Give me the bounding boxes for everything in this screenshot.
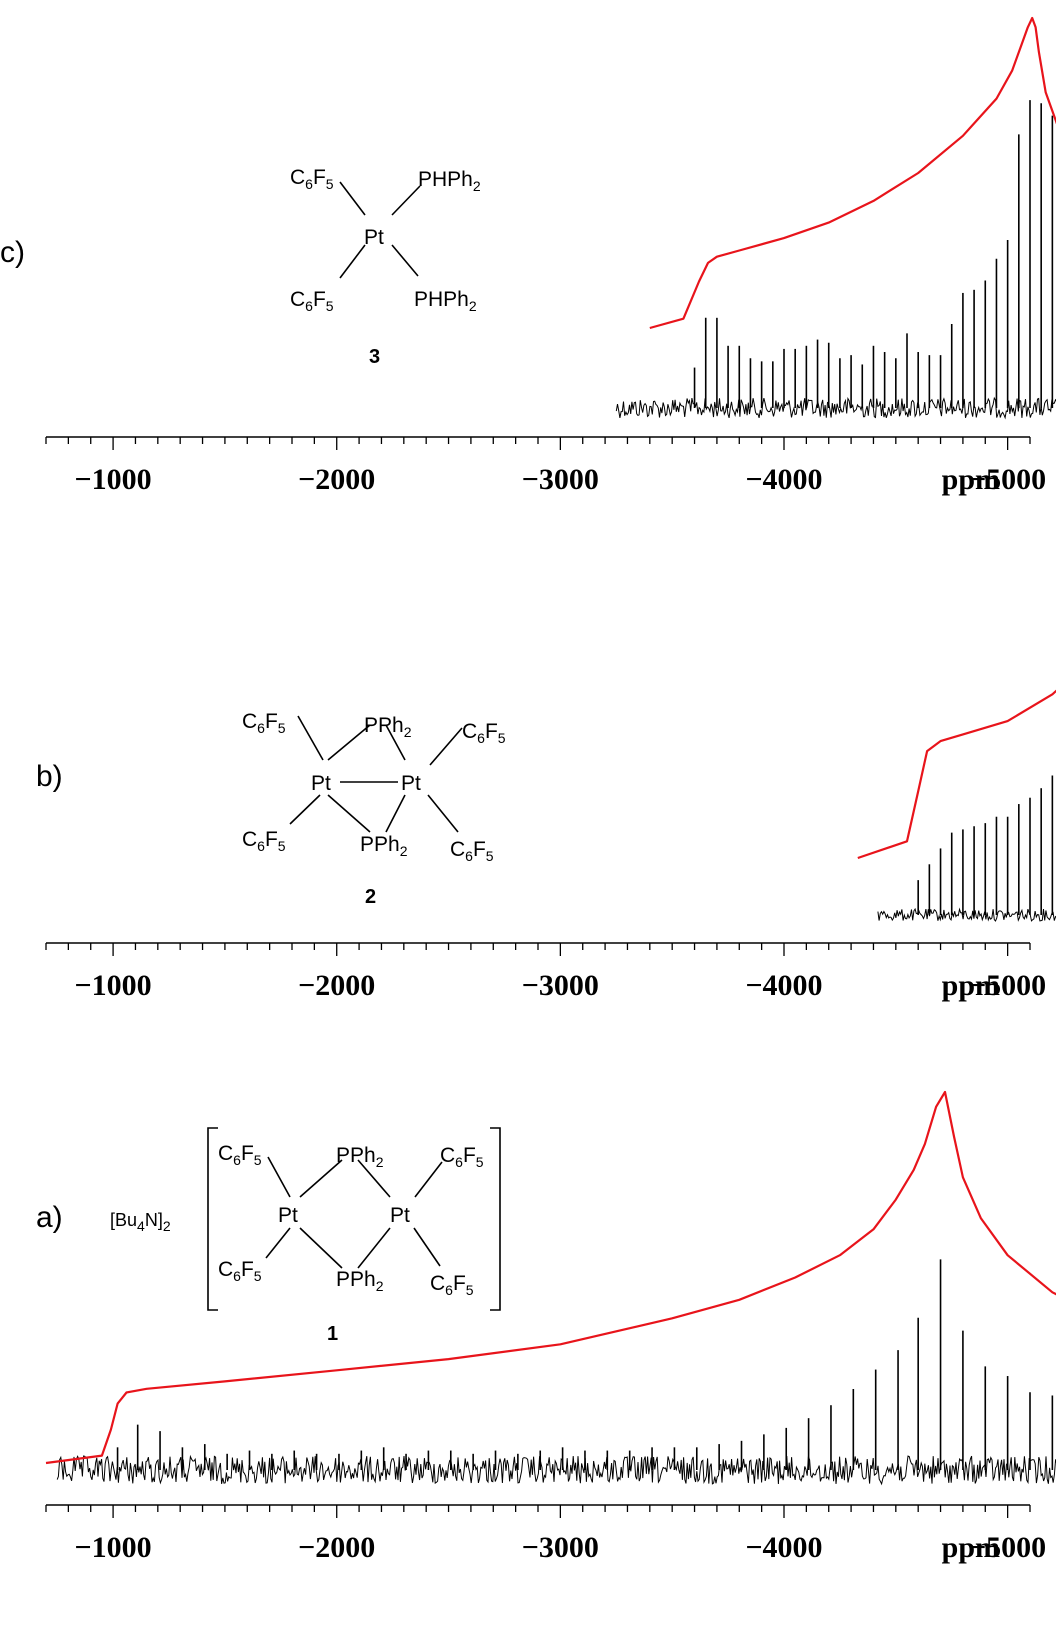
- bond: [267, 1156, 291, 1198]
- pt-atom: Pt: [311, 772, 331, 795]
- axis-unit-label: ppm: [942, 969, 1000, 1002]
- counterion: [Bu4N]2: [110, 1210, 171, 1234]
- tick-label: −2000: [298, 1531, 375, 1564]
- panel-b: b) Pt Pt PPh2 PPh2 C6F5 C6F5 C6F5 C6F5 2…: [36, 689, 1056, 1002]
- compound-number: 1: [327, 1323, 338, 1345]
- bond: [265, 1227, 291, 1259]
- tick-label: −1000: [75, 969, 152, 1002]
- tick-label: −3000: [522, 969, 599, 1002]
- tick-label: −5000: [969, 463, 1046, 496]
- c6f5-ligand: C6F5: [450, 838, 494, 864]
- bond: [327, 724, 371, 761]
- c6f5-ligand: C6F5: [430, 1272, 474, 1298]
- bond: [391, 244, 419, 277]
- tick-label: −3000: [522, 463, 599, 496]
- pt-atom: Pt: [278, 1204, 298, 1227]
- phph2-ligand: PHPh2: [418, 168, 481, 194]
- tick-label: −5000: [969, 1531, 1046, 1564]
- tick-label: −4000: [745, 463, 822, 496]
- c6f5-ligand: C6F5: [440, 1144, 484, 1170]
- structure-compound-2: Pt Pt PPh2 PPh2 C6F5 C6F5 C6F5 C6F5 2: [242, 710, 506, 908]
- simulated-envelope: [45, 1090, 1056, 1465]
- phph2-ligand: PHPh2: [414, 288, 477, 314]
- bond: [385, 724, 406, 761]
- c6f5-ligand: C6F5: [290, 166, 334, 192]
- bond: [339, 181, 366, 216]
- simulated-envelope: [649, 16, 1056, 330]
- bond: [339, 244, 366, 279]
- pph2-bridge: PPh2: [336, 1268, 384, 1294]
- pph2-bridge: PPh2: [336, 1144, 384, 1170]
- right-bracket: [490, 1127, 501, 1311]
- pt-atom: Pt: [364, 226, 384, 249]
- bond: [357, 1227, 391, 1269]
- tick-label: −4000: [745, 969, 822, 1002]
- c6f5-ligand: C6F5: [242, 828, 286, 854]
- bond: [289, 794, 321, 825]
- pph2-bridge: PPh2: [360, 833, 408, 859]
- bond: [297, 715, 324, 761]
- c6f5-ligand: C6F5: [218, 1142, 262, 1168]
- noise-baseline: [56, 1454, 1056, 1486]
- pt-atom: Pt: [401, 772, 421, 795]
- tick-label: −2000: [298, 463, 375, 496]
- panel-a: a) [Bu4N]2 Pt Pt PPh2 PPh2 C6F5 C6F5 C6F…: [36, 1090, 1056, 1564]
- pph2-bridge: PPh2: [364, 714, 412, 740]
- compound-number: 3: [369, 346, 380, 368]
- c6f5-ligand: C6F5: [290, 288, 334, 314]
- tick-label: −3000: [522, 1531, 599, 1564]
- bond: [385, 794, 406, 833]
- tick-label: −2000: [298, 969, 375, 1002]
- bond: [414, 1161, 443, 1198]
- tick-label: −4000: [745, 1531, 822, 1564]
- structure-compound-3: Pt C6F5 PHPh2 C6F5 PHPh2 3: [290, 166, 481, 368]
- left-bracket: [207, 1127, 218, 1311]
- panel-label: a): [36, 1201, 63, 1234]
- simulated-envelope: [857, 689, 1056, 860]
- tick-label: −1000: [75, 1531, 152, 1564]
- bond: [391, 185, 421, 216]
- bond: [413, 1227, 441, 1267]
- noise-baseline: [877, 907, 1056, 922]
- axis-unit-label: ppm: [942, 463, 1000, 496]
- bond: [429, 727, 463, 766]
- bond: [427, 794, 459, 833]
- bond: [299, 1227, 343, 1269]
- compound-number: 2: [365, 886, 376, 908]
- structure-compound-1: [Bu4N]2 Pt Pt PPh2 PPh2 C6F5 C6F5 C6F5 C…: [110, 1127, 501, 1345]
- panel-label: c): [0, 236, 25, 269]
- c6f5-ligand: C6F5: [218, 1258, 262, 1284]
- panel-c: c) Pt C6F5 PHPh2 C6F5 PHPh2 3 −1000 −2000…: [0, 16, 1056, 496]
- bond: [327, 794, 371, 833]
- c6f5-ligand: C6F5: [462, 720, 506, 746]
- bond: [299, 1159, 343, 1198]
- tick-label: −5000: [969, 969, 1046, 1002]
- pt-atom: Pt: [390, 1204, 410, 1227]
- c6f5-ligand: C6F5: [242, 710, 286, 736]
- tick-label: −1000: [75, 463, 152, 496]
- bond: [357, 1159, 391, 1198]
- panel-label: b): [36, 760, 63, 793]
- axis-unit-label: ppm: [942, 1531, 1000, 1564]
- noise-baseline: [615, 396, 1056, 420]
